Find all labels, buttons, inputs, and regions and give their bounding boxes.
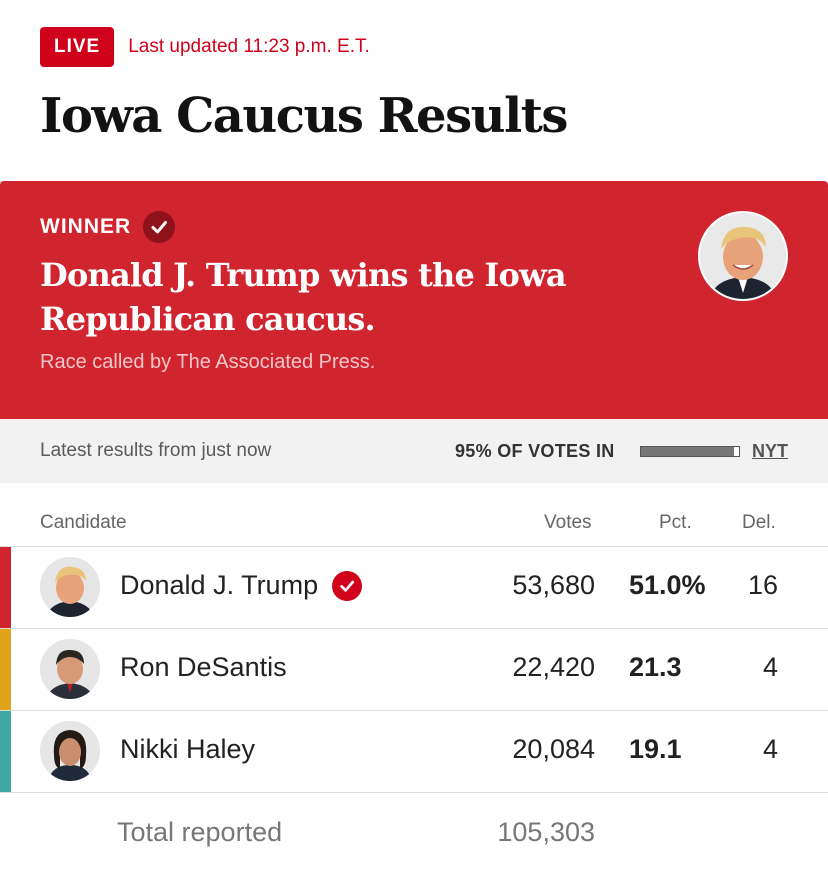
live-header: LIVE Last updated 11:23 p.m. E.T.	[40, 27, 370, 67]
latest-results-text: Latest results from just now	[40, 440, 272, 461]
delegates-cell: 4	[762, 734, 778, 764]
last-updated-text: Last updated 11:23 p.m. E.T.	[128, 36, 370, 57]
winner-avatar	[698, 211, 788, 301]
candidate-avatar-haley	[40, 721, 100, 781]
total-label: Total reported	[117, 817, 283, 847]
delegates-cell: 4	[762, 652, 778, 682]
candidate-name: Nikki Haley	[120, 734, 255, 765]
column-header-votes: Votes	[544, 512, 592, 533]
candidate-avatar-desantis	[40, 639, 100, 699]
votes-progress-fill	[641, 446, 735, 456]
winner-row: WINNER	[40, 211, 176, 243]
table-row: Nikki Haley 20,084 19.1 4	[0, 710, 828, 792]
pct-cell: 51.0%	[629, 570, 706, 600]
votes-cell: 53,680	[512, 570, 595, 600]
total-votes: 105,303	[497, 817, 595, 847]
votes-cell: 20,084	[512, 734, 595, 764]
table-row: Donald J. Trump 53,680 51.0% 16	[0, 546, 828, 628]
column-header-candidate: Candidate	[40, 512, 127, 533]
race-called-text: Race called by The Associated Press.	[40, 351, 376, 373]
nyt-source-link[interactable]: NYT	[752, 440, 788, 461]
results-status-bar: Latest results from just now 95% OF VOTE…	[0, 419, 828, 483]
party-color-bar	[0, 711, 11, 792]
delegates-cell: 16	[747, 570, 778, 600]
total-row: Total reported 105,303	[0, 792, 828, 874]
column-header-del: Del.	[742, 512, 776, 533]
candidate-name-text: Nikki Haley	[120, 734, 256, 764]
candidate-name-text: Ron DeSantis	[120, 652, 287, 682]
winner-headline: Donald J. Trump wins the Iowa Republican…	[40, 256, 567, 338]
page-title: Iowa Caucus Results	[40, 88, 568, 144]
table-row: Ron DeSantis 22,420 21.3 4	[0, 628, 828, 710]
column-header-pct: Pct.	[659, 512, 692, 533]
votes-cell: 22,420	[512, 652, 595, 682]
votes-progress-bar	[640, 445, 740, 457]
party-color-bar	[0, 629, 11, 710]
winner-label: WINNER	[40, 215, 132, 238]
checkmark-icon	[143, 211, 176, 243]
candidate-avatar-trump	[40, 557, 100, 617]
live-badge: LIVE	[40, 27, 115, 67]
winner-check-icon	[332, 570, 363, 601]
candidate-name-text: Donald J. Trump	[120, 570, 319, 600]
party-color-bar	[0, 547, 11, 628]
winner-banner: WINNER Donald J. Trump wins the Iowa Rep…	[0, 181, 828, 419]
candidate-name: Ron DeSantis	[120, 652, 287, 683]
candidate-name: Donald J. Trump	[120, 570, 363, 601]
pct-cell: 21.3	[629, 652, 682, 682]
votes-in-label: 95% OF VOTES IN	[455, 440, 615, 461]
pct-cell: 19.1	[629, 734, 682, 764]
